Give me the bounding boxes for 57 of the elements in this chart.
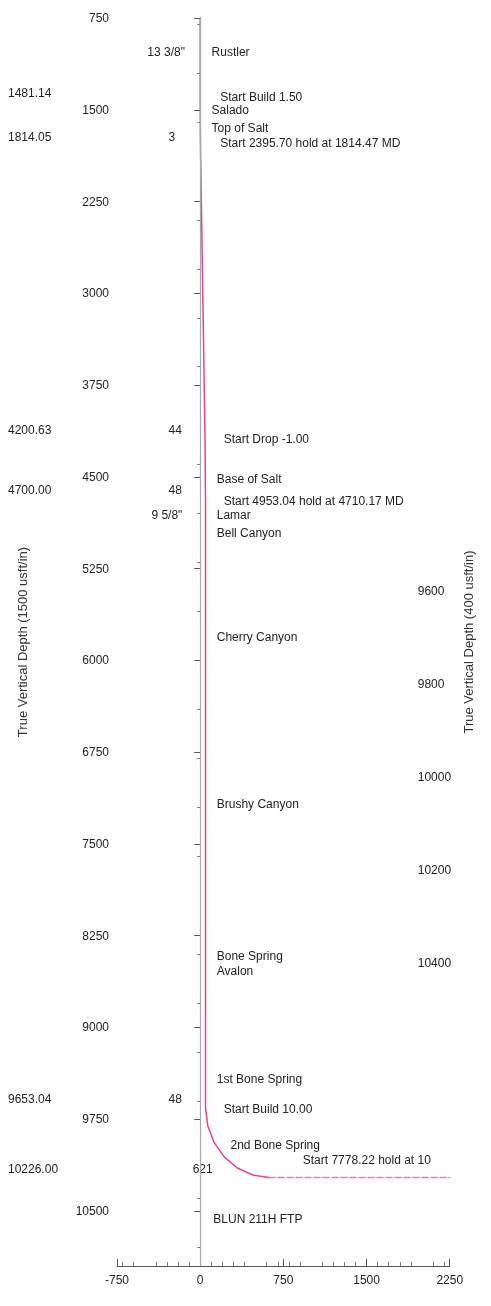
annotation: Top of Salt <box>211 120 269 135</box>
y2-tick-label: 10400 <box>417 956 452 971</box>
y-tick-label: 10500 <box>75 1203 110 1218</box>
text: 9653.04 <box>8 1091 52 1106</box>
annotation: 48 <box>168 482 183 497</box>
annotation: Rustler <box>211 44 250 59</box>
annotation: Start 2395.70 hold at 1814.47 MD <box>220 135 401 150</box>
annotation: Bell Canyon <box>216 526 282 541</box>
annotation: Start Drop -1.00 <box>223 431 310 446</box>
x-tick-label: 1500 <box>353 1273 381 1287</box>
y-tick-label: 2250 <box>82 194 110 209</box>
y-axis-title: True Vertical Depth (1500 usft/in) <box>15 546 30 738</box>
y-tick-label: 3000 <box>82 286 110 301</box>
y-tick-label: 6000 <box>82 653 110 668</box>
y2-tick-label: 9800 <box>417 676 445 691</box>
annotation: 1st Bone Spring <box>216 1071 303 1086</box>
annotation: Bone Spring <box>216 949 283 964</box>
y-tick-label: 9750 <box>82 1112 110 1127</box>
text: 1481.14 <box>8 85 52 100</box>
annotation: Base of Salt <box>216 471 283 486</box>
annotation: 44 <box>168 422 183 437</box>
y-tick-label: 5250 <box>82 561 110 576</box>
y2-axis-title: True Vertical Depth (400 usft/in) <box>461 550 476 734</box>
y-tick-label: 4500 <box>82 469 110 484</box>
annotation: Salado <box>211 103 250 118</box>
y-tick-label: 3750 <box>82 378 110 393</box>
y-tick-label: 750 <box>88 11 110 25</box>
x-tick-label: 2250 <box>436 1273 464 1287</box>
annotation: Start Build 10.00 <box>223 1101 313 1116</box>
text: 4200.63 <box>8 422 52 437</box>
x-tick-label: 0 <box>196 1273 204 1287</box>
annotation: 9 5/8" <box>151 507 183 522</box>
y2-tick-label: 10200 <box>417 863 452 878</box>
annotation: BLUN 211H FTP <box>213 1211 303 1226</box>
y2-tick-label: 9600 <box>417 583 445 598</box>
annotation: Start 7778.22 hold at 10 <box>302 1152 432 1167</box>
annotation: Start 4953.04 hold at 4710.17 MD <box>223 493 405 508</box>
text: 1814.05 <box>8 129 52 144</box>
y-tick-label: 1500 <box>82 102 110 117</box>
annotation: Brushy Canyon <box>216 797 299 812</box>
annotation: 2nd Bone Spring <box>230 1137 320 1152</box>
annotation: Cherry Canyon <box>216 630 298 645</box>
annotation: 13 3/8" <box>147 44 185 59</box>
y-tick-label: 8250 <box>82 928 110 943</box>
text: 4700.00 <box>8 482 52 497</box>
y-tick-label: 9000 <box>82 1020 110 1035</box>
x-tick-label: 750 <box>273 1273 294 1287</box>
x-tick-label: -750 <box>104 1273 130 1287</box>
y2-tick-label: 10000 <box>417 770 452 785</box>
annotation: Lamar <box>216 507 251 522</box>
y-tick-label: 6750 <box>82 745 110 760</box>
text: 10226.00 <box>8 1161 59 1176</box>
annotation: 3 <box>168 129 176 144</box>
y-tick-label: 7500 <box>82 836 110 851</box>
annotation: Avalon <box>216 964 254 979</box>
annotation: Start Build 1.50 <box>220 89 303 104</box>
annotation: 48 <box>168 1091 183 1106</box>
